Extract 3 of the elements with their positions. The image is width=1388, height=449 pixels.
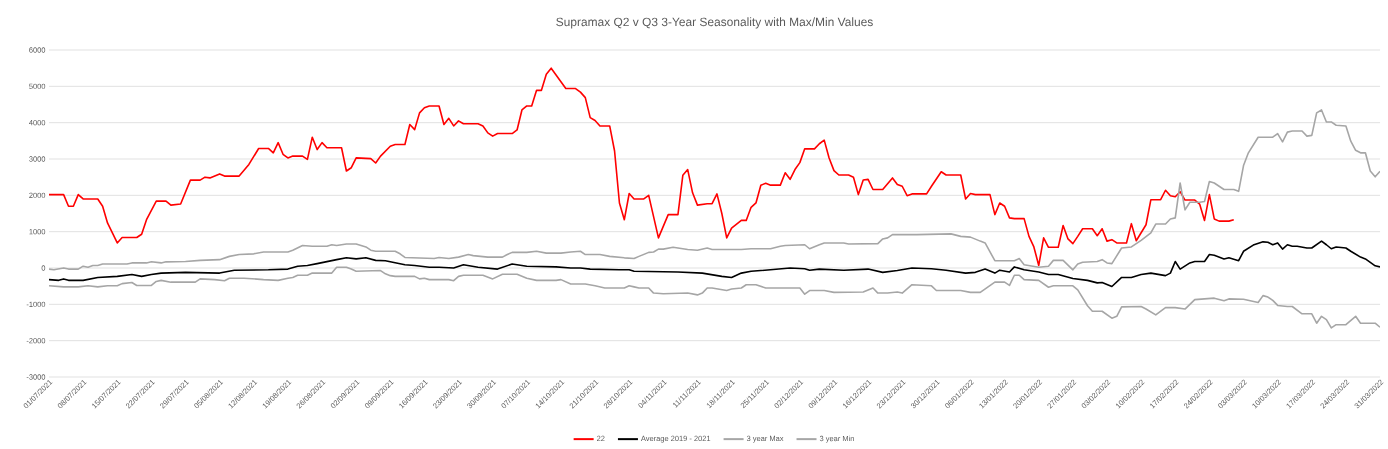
chart-title: Supramax Q2 v Q3 3-Year Seasonality with Max/Min Values xyxy=(556,17,873,29)
line-series xyxy=(49,67,1235,267)
line-series xyxy=(49,240,1381,288)
